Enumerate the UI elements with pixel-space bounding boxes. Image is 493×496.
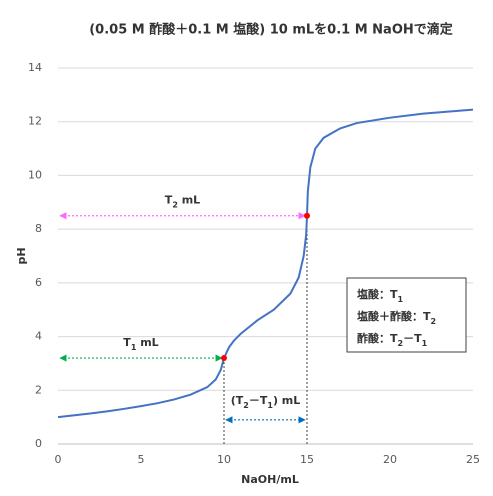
subscript: 2	[431, 317, 437, 326]
x-tick-label: 10	[217, 453, 231, 466]
text-part: mL	[136, 336, 158, 349]
x-axis-label: NaOH/mL	[241, 473, 299, 486]
annotation-label: T2 mL	[165, 194, 200, 210]
text-part: T	[123, 336, 131, 349]
y-tick-label: 12	[28, 115, 42, 128]
text-part: －T	[403, 332, 422, 345]
y-axis-label: pH	[15, 247, 28, 264]
y-tick-label: 6	[35, 276, 42, 289]
text-part: 塩酸：T	[357, 287, 398, 301]
subscript: 1	[398, 295, 404, 304]
y-tick-label: 8	[35, 222, 42, 235]
text-part: 酢酸：T	[357, 331, 398, 345]
text-part: (T	[231, 394, 244, 407]
y-tick-label: 4	[35, 330, 42, 343]
text-part: ) mL	[273, 394, 300, 407]
curve	[57, 108, 474, 419]
subscript: 1	[131, 343, 137, 352]
x-tick-label: 15	[300, 453, 314, 466]
x-tick-label: 25	[466, 453, 480, 466]
chart-title: (0.05 M 酢酸＋0.1 M 塩酸) 10 mLを0.1 M NaOHで滴定	[89, 22, 453, 38]
y-tick-label: 10	[28, 168, 42, 181]
subscript: 1	[267, 401, 273, 410]
legend-box	[346, 277, 467, 353]
annotation-label: (T2－T1) mL	[231, 394, 301, 410]
x-tick-label: 20	[383, 453, 397, 466]
legend-line: 塩酸：T1	[357, 287, 404, 304]
subscript: 2	[398, 339, 404, 348]
legend-line: 塩酸＋酢酸：T2	[357, 309, 436, 326]
subscript: 2	[172, 201, 178, 210]
legend-line: 酢酸：T2－T1	[357, 331, 428, 348]
annotation-label: T1 mL	[123, 336, 158, 352]
text-part: mL	[178, 194, 200, 207]
text-part: －T	[249, 394, 268, 407]
point	[304, 212, 310, 219]
y-tick-label: 14	[28, 61, 42, 74]
x-tick-label: 5	[138, 453, 145, 466]
x-tick-label: 0	[55, 453, 62, 466]
y-tick-label: 0	[35, 437, 42, 450]
y-tick-label: 2	[35, 383, 42, 396]
subscript: 1	[422, 339, 428, 348]
subscript: 2	[243, 401, 249, 410]
text-part: T	[165, 194, 173, 207]
point	[221, 355, 227, 362]
text-part: 塩酸＋酢酸：T	[357, 309, 431, 323]
